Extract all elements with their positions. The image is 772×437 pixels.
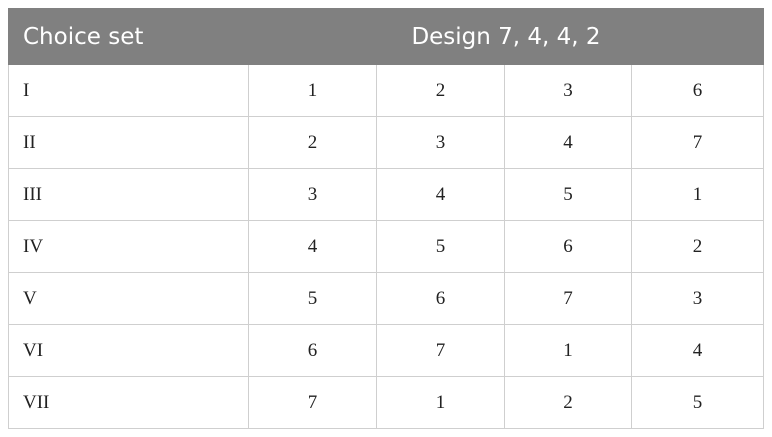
header-cell: Design 7, 4, 4, 2 <box>248 8 764 65</box>
table-row: II 2 3 4 7 <box>8 116 764 169</box>
table-row: III 3 4 5 1 <box>8 168 764 221</box>
cell: 5 <box>504 168 632 221</box>
row-label: VII <box>8 376 249 429</box>
cell: 2 <box>504 376 632 429</box>
cell: 6 <box>631 64 764 117</box>
cell: 1 <box>376 376 505 429</box>
cell: 5 <box>631 376 764 429</box>
header-cell: Choice set <box>8 8 249 65</box>
row-label: VI <box>8 324 249 377</box>
cell: 1 <box>248 64 377 117</box>
cell: 2 <box>631 220 764 273</box>
cell: 2 <box>376 64 505 117</box>
cell: 7 <box>376 324 505 377</box>
row-label: III <box>8 168 249 221</box>
table-body: I 1 2 3 6 II 2 3 4 7 III 3 4 5 1 IV 4 5 6 2 V 5 6 7 3 VI 6 7 1 4 VII 7 1… <box>8 64 764 429</box>
cell: 4 <box>504 116 632 169</box>
cell: 3 <box>631 272 764 325</box>
cell: 6 <box>376 272 505 325</box>
cell: 3 <box>376 116 505 169</box>
table-row: VI 6 7 1 4 <box>8 324 764 377</box>
cell: 5 <box>376 220 505 273</box>
row-label: II <box>8 116 249 169</box>
table-container: Choice set Design 7, 4, 4, 2 I 1 2 3 6 II 2 3 4 7… <box>8 8 764 429</box>
row-label: I <box>8 64 249 117</box>
row-label: V <box>8 272 249 325</box>
row-label: IV <box>8 220 249 273</box>
cell: 1 <box>504 324 632 377</box>
cell: 7 <box>631 116 764 169</box>
cell: 7 <box>248 376 377 429</box>
cell: 6 <box>248 324 377 377</box>
table: Choice set Design 7, 4, 4, 2 I 1 2 3 6 II 2 3 4 7… <box>8 8 764 429</box>
table-row: IV 4 5 6 2 <box>8 220 764 273</box>
header-row: Choice set Design 7, 4, 4, 2 <box>8 8 764 65</box>
cell: 3 <box>248 168 377 221</box>
table-row: VII 7 1 2 5 <box>8 376 764 429</box>
cell: 4 <box>248 220 377 273</box>
cell: 5 <box>248 272 377 325</box>
cell: 2 <box>248 116 377 169</box>
cell: 4 <box>376 168 505 221</box>
cell: 4 <box>631 324 764 377</box>
cell: 6 <box>504 220 632 273</box>
cell: 3 <box>504 64 632 117</box>
cell: 7 <box>504 272 632 325</box>
cell: 1 <box>631 168 764 221</box>
